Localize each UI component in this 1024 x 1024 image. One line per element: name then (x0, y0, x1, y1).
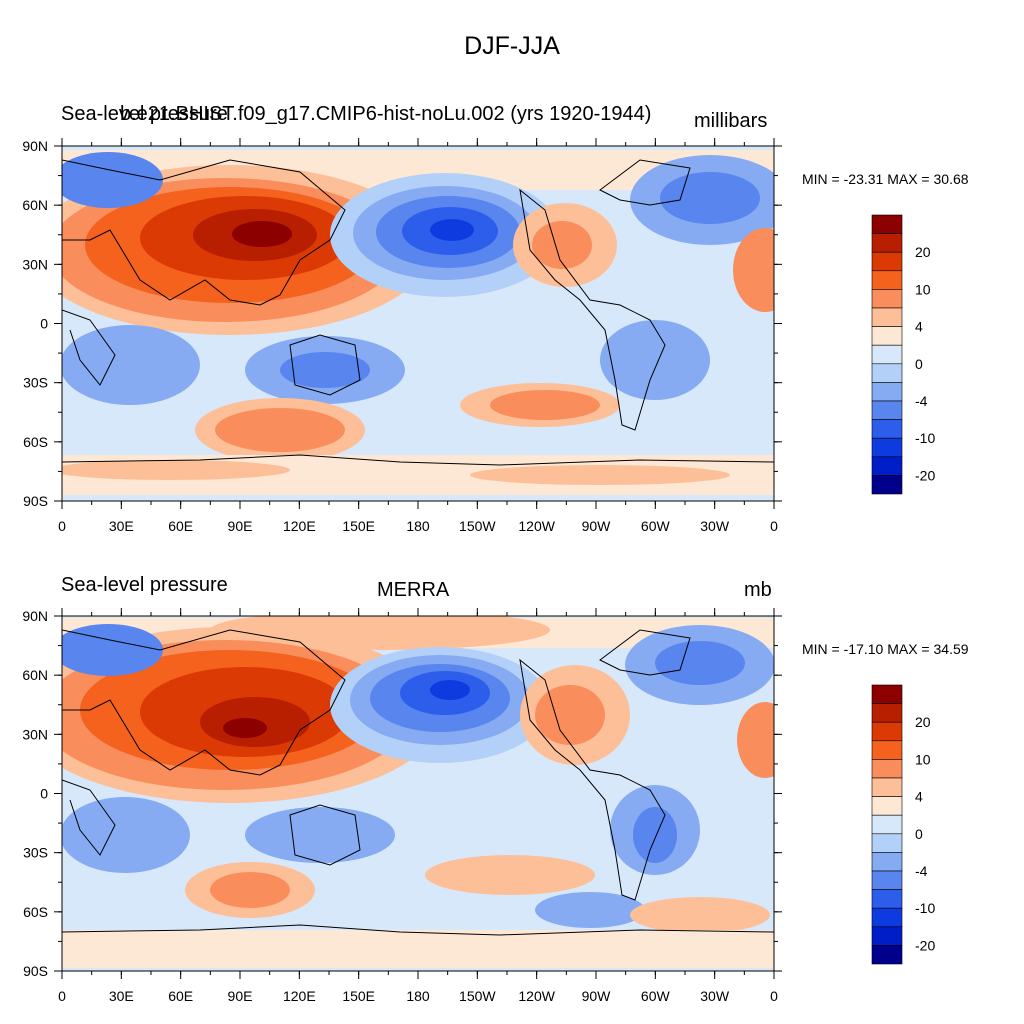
lat-tick-label: 30N (22, 726, 48, 742)
lon-tick-label: 30E (109, 988, 134, 1004)
colorbar-label: 0 (915, 826, 923, 842)
lat-tick-label: 60N (22, 197, 48, 213)
lon-tick-label: 150W (459, 988, 496, 1004)
lat-tick-label: 0 (40, 316, 48, 332)
lon-tick-label: 60E (168, 988, 193, 1004)
panel2-center-title: MERRA (377, 579, 450, 601)
colorbar-label: 0 (915, 356, 923, 372)
lon-tick-label: 30W (700, 518, 730, 534)
lat-tick-label: 90N (22, 138, 48, 154)
lon-tick-label: 180 (406, 518, 430, 534)
panel1-left-title: Sea-level pressure (61, 103, 228, 125)
lon-tick-label: 0 (58, 518, 66, 534)
colorbar-swatch (871, 214, 903, 234)
colorbar-swatch (871, 400, 903, 420)
colorbar-swatch (871, 684, 903, 704)
lon-tick-label: 120E (283, 518, 316, 534)
panel1-stats: MIN = -23.31 MAX = 30.68 (802, 171, 969, 187)
lon-tick-label: 0 (770, 988, 778, 1004)
lon-tick-label: 90W (582, 518, 612, 534)
lat-tick-label: 90S (23, 493, 48, 509)
lat-tick-label: 90N (22, 608, 48, 624)
colorbar-label: 20 (915, 244, 931, 260)
lat-tick-label: 30S (23, 845, 48, 861)
lat-tick-label: 0 (40, 786, 48, 802)
lon-tick-label: 120W (518, 988, 555, 1004)
colorbar-swatch (871, 703, 903, 723)
panel2-units: mb (744, 579, 772, 601)
colorbar-swatch (871, 344, 903, 365)
colorbar-swatch (871, 777, 903, 797)
lon-tick-label: 90E (228, 988, 253, 1004)
colorbar-swatch (871, 307, 903, 327)
lon-tick-label: 60E (168, 518, 193, 534)
lon-tick-label: 30E (109, 518, 134, 534)
lon-tick-label: 30W (700, 988, 730, 1004)
colorbar-swatch (871, 945, 903, 965)
colorbar-swatch (871, 437, 903, 458)
lon-tick-label: 180 (406, 988, 430, 1004)
panel1-map (62, 146, 774, 501)
figure-title: DJF-JJA (464, 32, 560, 60)
lon-tick-label: 150W (459, 518, 496, 534)
colorbar-label: 10 (915, 281, 931, 297)
lon-tick-label: 60W (641, 988, 671, 1004)
lon-tick-label: 120W (518, 518, 555, 534)
colorbar-swatch (871, 233, 903, 253)
panel2-stats: MIN = -17.10 MAX = 34.59 (802, 641, 969, 657)
lon-tick-label: 90W (582, 988, 612, 1004)
colorbar-label: -4 (915, 393, 928, 409)
colorbar-label: 4 (915, 789, 923, 805)
colorbar-label: 10 (915, 751, 931, 767)
colorbar-swatch (871, 926, 903, 946)
colorbar-swatch (871, 833, 903, 853)
lon-tick-label: 120E (283, 988, 316, 1004)
colorbar-label: -4 (915, 863, 928, 879)
lon-tick-label: 60W (641, 518, 671, 534)
colorbar-label: 20 (915, 714, 931, 730)
colorbar-swatch (871, 796, 903, 816)
colorbar-swatch (871, 870, 903, 890)
colorbar-swatch (871, 382, 903, 402)
colorbar-swatch (871, 289, 903, 309)
colorbar-label: -20 (915, 467, 935, 483)
colorbar-swatch (871, 326, 903, 346)
panel2-left-title: Sea-level pressure (61, 574, 228, 596)
colorbar-swatch (871, 907, 903, 928)
colorbar-swatch (871, 852, 903, 872)
colorbar-swatch (871, 270, 903, 290)
colorbar-swatch (871, 475, 903, 495)
lon-tick-label: 0 (58, 988, 66, 1004)
lon-tick-label: 90E (228, 518, 253, 534)
colorbar-swatch (871, 759, 903, 779)
lat-tick-label: 30S (23, 375, 48, 391)
colorbar-swatch (871, 721, 903, 742)
lat-tick-label: 60S (23, 904, 48, 920)
colorbar-label: -10 (915, 900, 935, 916)
lon-tick-label: 150E (342, 988, 375, 1004)
panel1-center-title: b.e21.BHIST.f09_g17.CMIP6-hist-noLu.002 … (120, 103, 652, 125)
lon-tick-label: 150E (342, 518, 375, 534)
colorbar-swatch (871, 740, 903, 760)
lat-tick-label: 90S (23, 963, 48, 979)
panel2-map (62, 616, 774, 971)
lat-tick-label: 60N (22, 667, 48, 683)
colorbar-swatch (871, 251, 903, 272)
lon-tick-label: 0 (770, 518, 778, 534)
colorbar-swatch (871, 419, 903, 439)
colorbar-swatch (871, 889, 903, 909)
colorbar-swatch (871, 814, 903, 835)
lat-tick-label: 60S (23, 434, 48, 450)
panel1-units: millibars (694, 110, 768, 132)
colorbar-swatch (871, 456, 903, 476)
lat-tick-label: 30N (22, 256, 48, 272)
colorbar-label: -10 (915, 430, 935, 446)
colorbar-swatch (871, 363, 903, 383)
colorbar-label: -20 (915, 937, 935, 953)
colorbar-label: 4 (915, 319, 923, 335)
